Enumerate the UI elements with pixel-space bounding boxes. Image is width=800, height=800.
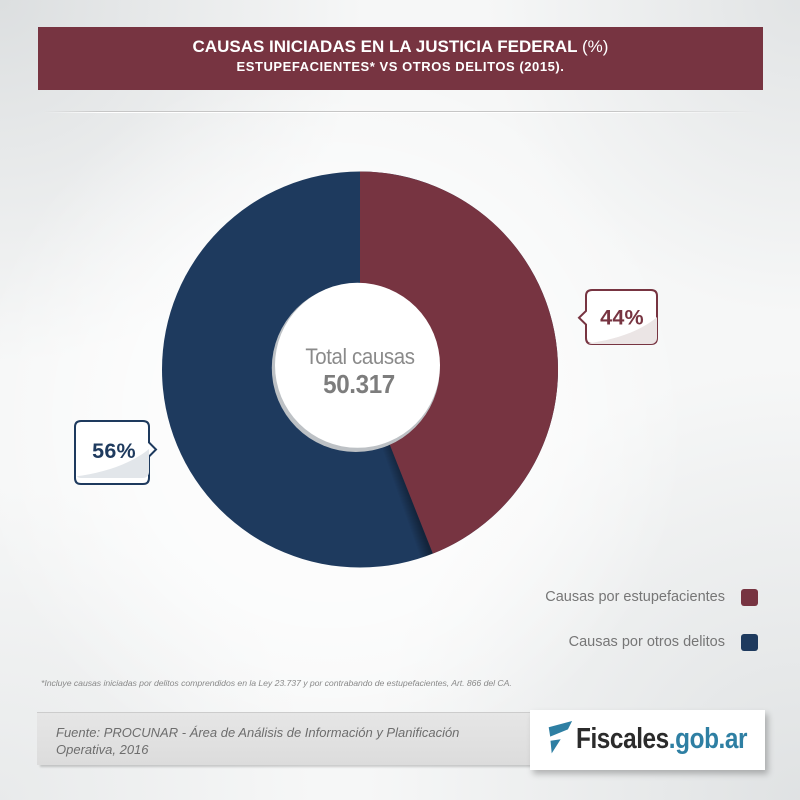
svg-text:56%: 56% (92, 439, 136, 463)
svg-text:44%: 44% (600, 306, 644, 330)
